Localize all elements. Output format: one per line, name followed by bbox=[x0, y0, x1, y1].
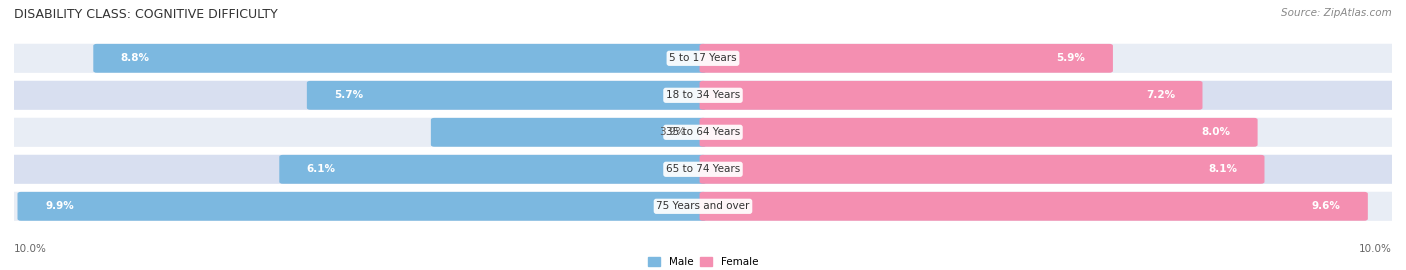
Legend: Male, Female: Male, Female bbox=[644, 253, 762, 270]
FancyBboxPatch shape bbox=[17, 192, 706, 221]
Text: 5.7%: 5.7% bbox=[335, 90, 364, 100]
Text: 8.8%: 8.8% bbox=[121, 53, 150, 63]
FancyBboxPatch shape bbox=[430, 118, 706, 147]
FancyBboxPatch shape bbox=[8, 79, 1398, 112]
Text: 10.0%: 10.0% bbox=[1360, 244, 1392, 254]
Text: 7.2%: 7.2% bbox=[1146, 90, 1175, 100]
FancyBboxPatch shape bbox=[8, 190, 1398, 222]
FancyBboxPatch shape bbox=[93, 44, 706, 73]
FancyBboxPatch shape bbox=[307, 81, 706, 110]
Text: 8.1%: 8.1% bbox=[1208, 164, 1237, 174]
Text: 5.9%: 5.9% bbox=[1056, 53, 1085, 63]
Text: 3.9%: 3.9% bbox=[659, 127, 686, 137]
FancyBboxPatch shape bbox=[700, 155, 1264, 184]
FancyBboxPatch shape bbox=[8, 116, 1398, 148]
FancyBboxPatch shape bbox=[8, 42, 1398, 75]
Text: DISABILITY CLASS: COGNITIVE DIFFICULTY: DISABILITY CLASS: COGNITIVE DIFFICULTY bbox=[14, 8, 278, 21]
FancyBboxPatch shape bbox=[700, 192, 1368, 221]
Text: 9.9%: 9.9% bbox=[45, 201, 73, 211]
Text: 10.0%: 10.0% bbox=[14, 244, 46, 254]
Text: Source: ZipAtlas.com: Source: ZipAtlas.com bbox=[1281, 8, 1392, 18]
FancyBboxPatch shape bbox=[700, 118, 1257, 147]
FancyBboxPatch shape bbox=[8, 153, 1398, 185]
Text: 65 to 74 Years: 65 to 74 Years bbox=[666, 164, 740, 174]
Text: 9.6%: 9.6% bbox=[1312, 201, 1340, 211]
FancyBboxPatch shape bbox=[280, 155, 706, 184]
Text: 6.1%: 6.1% bbox=[307, 164, 336, 174]
Text: 8.0%: 8.0% bbox=[1201, 127, 1230, 137]
Text: 5 to 17 Years: 5 to 17 Years bbox=[669, 53, 737, 63]
FancyBboxPatch shape bbox=[700, 44, 1114, 73]
Text: 35 to 64 Years: 35 to 64 Years bbox=[666, 127, 740, 137]
Text: 75 Years and over: 75 Years and over bbox=[657, 201, 749, 211]
FancyBboxPatch shape bbox=[700, 81, 1202, 110]
Text: 18 to 34 Years: 18 to 34 Years bbox=[666, 90, 740, 100]
